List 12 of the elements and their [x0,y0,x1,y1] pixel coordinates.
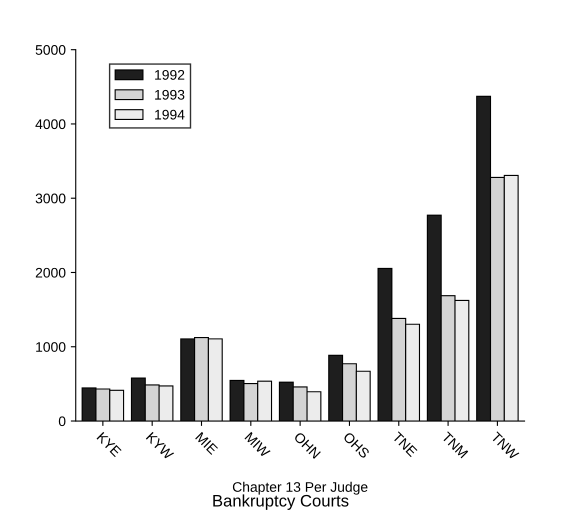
legend-label: 1993 [155,90,184,100]
y-tick-label: 0 [58,416,66,426]
legend-label: 1994 [155,110,185,120]
y-tick-label: 3000 [36,194,66,204]
text: Bankruptcy Courts [213,494,348,510]
legend-label: 1992 [155,70,184,80]
y-tick-label: 1000 [36,342,66,352]
y-tick-label: 5000 [36,45,66,55]
y-tick-label: 2000 [36,268,66,278]
x-axis-title: Chapter 13 Per Judge [232,482,368,495]
x-tick-label: MIE [195,432,218,455]
y-tick-label: 4000 [35,119,66,130]
